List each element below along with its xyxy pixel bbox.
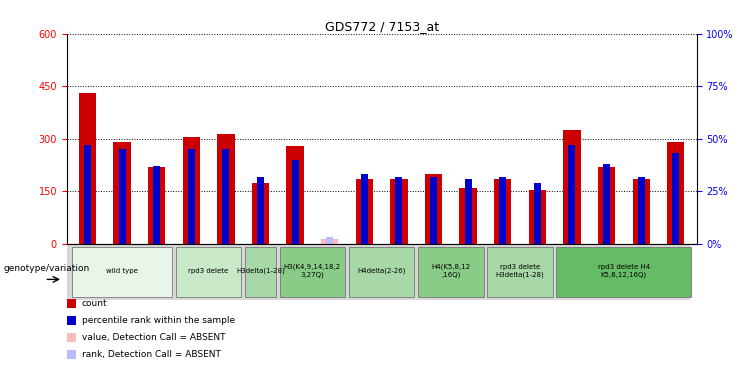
Bar (222, 149, 230, 244)
Bar (79, 93, 96, 244)
Text: rpd3 delete: rpd3 delete (188, 268, 229, 274)
Bar (430, 177, 437, 244)
Bar (568, 145, 576, 244)
Bar (418, 247, 484, 297)
Bar (528, 189, 546, 244)
Bar (356, 179, 373, 244)
Bar (499, 177, 506, 244)
Text: rpd3 delete H4
K5,8,12,16Q): rpd3 delete H4 K5,8,12,16Q) (598, 264, 650, 278)
Text: H3(K4,9,14,18,2
3,27Q): H3(K4,9,14,18,2 3,27Q) (284, 264, 341, 278)
Bar (556, 247, 691, 297)
Bar (148, 167, 165, 244)
Bar (598, 167, 615, 244)
Title: GDS772 / 7153_at: GDS772 / 7153_at (325, 20, 439, 33)
Bar (72, 247, 172, 297)
Bar (119, 149, 125, 244)
Bar (459, 188, 476, 244)
Text: rpd3 delete
H3delta(1-28): rpd3 delete H3delta(1-28) (496, 264, 545, 278)
Bar (349, 247, 414, 297)
Bar (603, 164, 610, 244)
Bar (465, 178, 471, 244)
Bar (361, 174, 368, 244)
Bar (321, 238, 339, 244)
Bar (217, 134, 235, 244)
Bar (326, 237, 333, 244)
Bar (494, 179, 511, 244)
Text: value, Detection Call = ABSENT: value, Detection Call = ABSENT (82, 333, 225, 342)
Bar (292, 160, 299, 244)
Bar (396, 177, 402, 244)
Bar (84, 145, 91, 244)
Text: wild type: wild type (106, 268, 138, 274)
Bar (245, 247, 276, 297)
Bar (252, 183, 269, 244)
Bar (534, 183, 541, 244)
Bar (425, 174, 442, 244)
Bar (633, 179, 650, 244)
Bar (287, 146, 304, 244)
Text: rank, Detection Call = ABSENT: rank, Detection Call = ABSENT (82, 350, 220, 359)
Text: H3delta(1-28): H3delta(1-28) (236, 267, 285, 274)
Bar (667, 142, 685, 244)
Bar (279, 247, 345, 297)
Text: genotype/variation: genotype/variation (4, 264, 90, 273)
Text: H4(K5,8,12
,16Q): H4(K5,8,12 ,16Q) (431, 264, 471, 278)
Bar (487, 247, 553, 297)
Bar (257, 177, 264, 244)
Text: percentile rank within the sample: percentile rank within the sample (82, 316, 235, 325)
Bar (153, 166, 160, 244)
Bar (672, 153, 679, 244)
Bar (182, 137, 200, 244)
Bar (187, 149, 195, 244)
Bar (176, 247, 242, 297)
Bar (113, 142, 130, 244)
Bar (638, 177, 645, 244)
Text: H4delta(2-26): H4delta(2-26) (357, 267, 406, 274)
Text: count: count (82, 299, 107, 308)
Bar (391, 179, 408, 244)
Bar (563, 130, 581, 244)
